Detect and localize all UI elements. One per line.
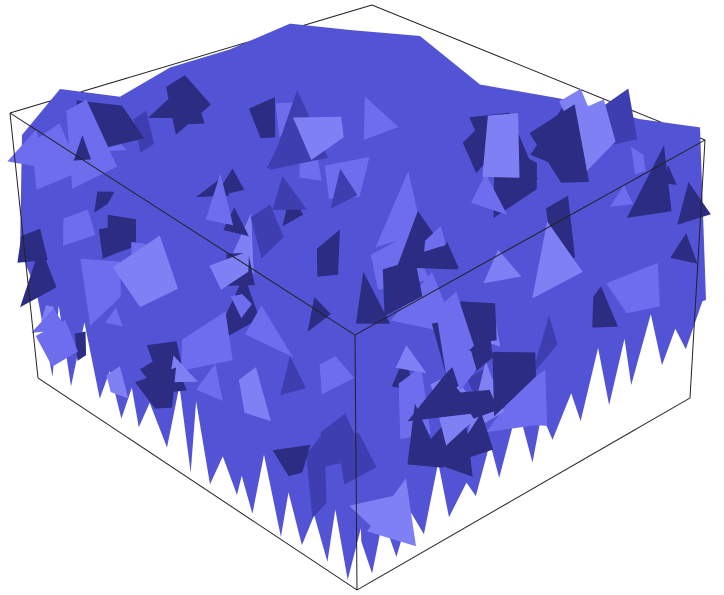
- surface-facet: [532, 221, 583, 299]
- surface-facet: [293, 116, 344, 160]
- surface-facet: [319, 356, 355, 395]
- surface-facet: [73, 135, 91, 161]
- surface-facet: [66, 99, 118, 189]
- surface-facet: [280, 355, 306, 396]
- box-edge: [371, 4, 706, 141]
- surface-facet: [330, 168, 358, 209]
- surface-facet: [307, 297, 331, 332]
- surface-facet: [677, 182, 711, 225]
- surface-facet: [531, 315, 558, 375]
- surface-facet: [592, 286, 618, 328]
- surface-facet: [356, 271, 391, 324]
- box-edge: [689, 139, 706, 399]
- box-edge: [356, 397, 691, 591]
- surface-facet: [529, 104, 590, 183]
- surface-facet: [196, 363, 223, 401]
- box-edge: [9, 112, 39, 379]
- surface-facet: [272, 444, 311, 477]
- surface-facet: [363, 96, 399, 140]
- surface-facet: [238, 367, 271, 422]
- surface-facet: [375, 171, 423, 248]
- surface-facet: [424, 226, 446, 252]
- surface-facet: [98, 226, 132, 259]
- surface-facet: [223, 207, 249, 237]
- surface-facet: [230, 294, 252, 319]
- surface-facet: [316, 229, 340, 277]
- surface-facet: [133, 110, 155, 153]
- surface-facet: [306, 431, 327, 519]
- surface-facet: [382, 259, 423, 317]
- surface-facet: [205, 173, 234, 226]
- surface-facet: [181, 311, 233, 371]
- surface-facet: [74, 331, 87, 361]
- surface-facet: [248, 97, 276, 139]
- surface-facet: [447, 413, 494, 465]
- box-edge: [9, 112, 356, 336]
- surface-facet: [609, 185, 634, 207]
- surface-facet: [105, 307, 123, 327]
- surface-facet: [169, 355, 198, 383]
- surface-facet: [349, 493, 407, 534]
- surface-facet: [670, 233, 698, 264]
- surface-facet: [501, 369, 548, 426]
- surface-facet: [272, 176, 307, 211]
- surface-facet: [407, 403, 444, 468]
- surface-facet: [106, 366, 129, 399]
- box-edge: [37, 377, 358, 591]
- surface-facet: [245, 305, 293, 358]
- surface-facet: [462, 127, 491, 174]
- surface-facet: [482, 113, 520, 178]
- surface-facet: [395, 345, 427, 374]
- surface-facet: [166, 75, 211, 135]
- box-edge: [354, 334, 358, 591]
- surface-facet: [435, 291, 474, 374]
- surface-facet: [626, 145, 672, 218]
- surface-facet: [63, 209, 96, 246]
- surface-facet: [35, 319, 78, 367]
- box-edge: [354, 139, 706, 336]
- surface-facet: [407, 374, 478, 422]
- surface-facet: [250, 204, 284, 259]
- surface-facet: [606, 263, 660, 314]
- surface-facet: [576, 99, 616, 171]
- surface-facet: [31, 123, 81, 190]
- surface-facet: [94, 191, 115, 213]
- surface-facet: [630, 146, 646, 175]
- surface-facet: [147, 92, 191, 119]
- surface-facet: [135, 367, 176, 409]
- surface-facet: [471, 173, 508, 215]
- surface-facet: [457, 389, 499, 419]
- surface-facet: [492, 351, 536, 417]
- surface-facet: [112, 235, 178, 308]
- surface-facet: [483, 249, 522, 284]
- surface-facet: [80, 258, 121, 326]
- surface: [7, 23, 711, 580]
